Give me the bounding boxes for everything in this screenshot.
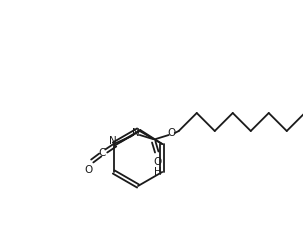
Text: N: N [132, 128, 140, 138]
Text: O: O [154, 157, 162, 167]
Text: C: C [98, 148, 106, 158]
Text: O: O [168, 128, 176, 138]
Text: O: O [84, 165, 92, 175]
Text: N: N [109, 136, 117, 146]
Text: H: H [154, 167, 161, 177]
